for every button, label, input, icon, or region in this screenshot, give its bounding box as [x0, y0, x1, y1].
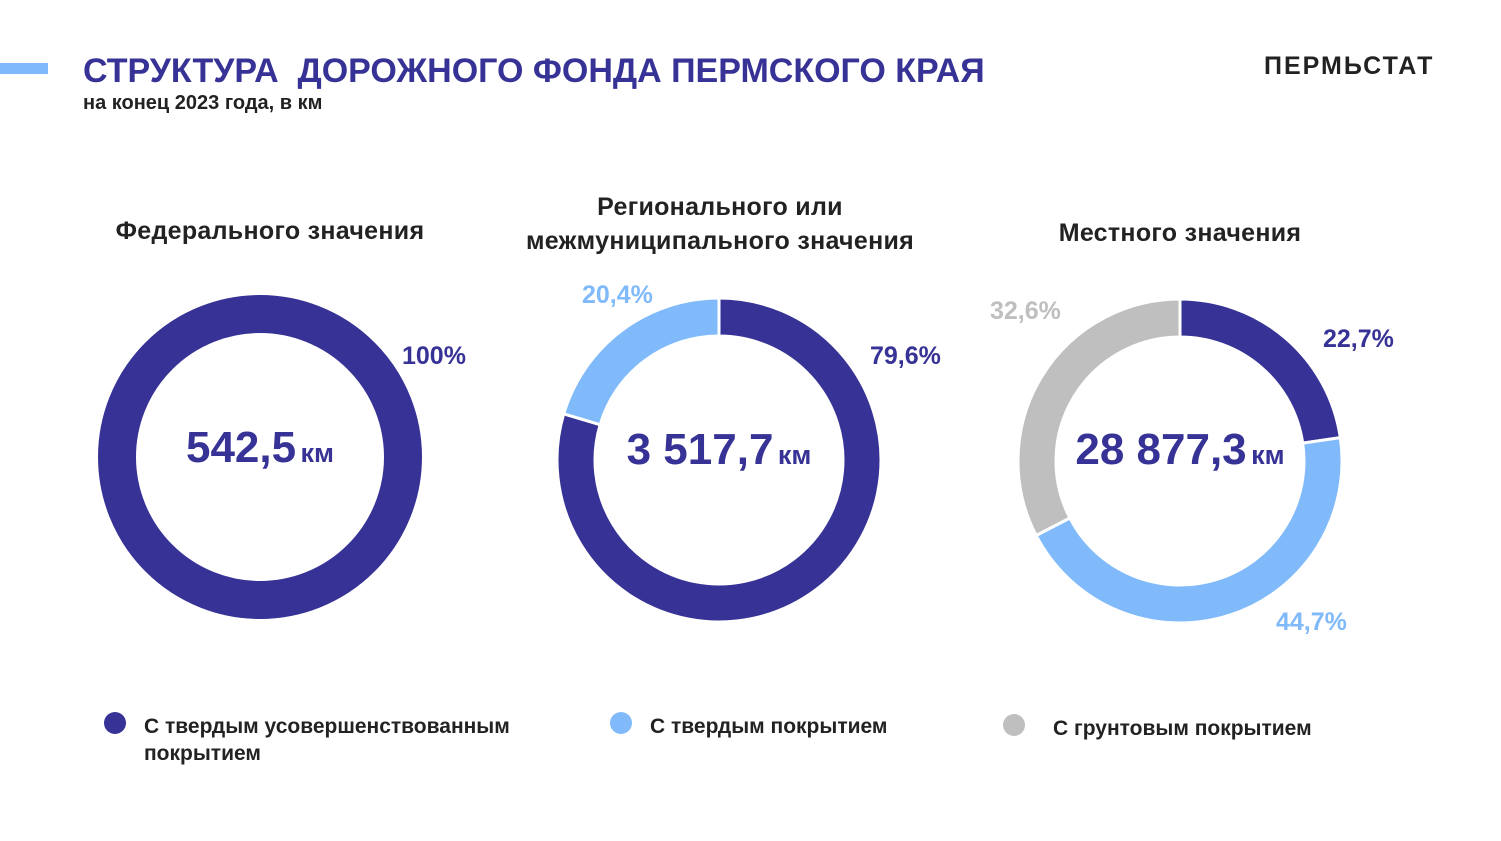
chart-title-federal: Федерального значения	[115, 217, 425, 245]
legend-dot-icon	[610, 712, 632, 734]
data-label: 22,7%	[1323, 325, 1394, 353]
legend-item-improved: С твердым усовершенствованным покрытием	[104, 712, 544, 767]
chart-title-local: Местного значения	[1058, 219, 1302, 247]
legend-label: С твердым покрытием	[650, 715, 888, 738]
legend-dot-icon	[104, 712, 126, 734]
legend-item-hard: С твердым покрытием	[610, 712, 888, 740]
legend-item-ground: С грунтовым покрытием	[1003, 714, 1312, 742]
donut-slice	[561, 296, 721, 427]
page-title: СТРУКТУРА ДОРОЖНОГО ФОНДА ПЕРМСКОГО КРАЯ	[83, 52, 985, 90]
chart-title-regional: Регионального или межмуниципального знач…	[525, 193, 915, 255]
legend-label: С грунтовым покрытием	[1053, 717, 1312, 740]
brand-logo: ПЕРМЬСТАТ	[1264, 52, 1435, 80]
data-label: 100%	[402, 342, 466, 370]
donut-slice	[1034, 435, 1344, 625]
donut-slice	[1178, 297, 1343, 445]
total-regional: 3 517,7 км	[626, 425, 812, 474]
legend-label: С твердым усовершенствованным покрытием	[144, 715, 510, 765]
data-label: 79,6%	[870, 342, 941, 370]
data-label: 20,4%	[582, 281, 653, 309]
data-label: 44,7%	[1276, 608, 1347, 636]
data-label: 32,6%	[990, 297, 1061, 325]
total-federal: 542,5 км	[185, 423, 335, 472]
page-subtitle: на конец 2023 года, в км	[83, 92, 323, 114]
donut-slice	[555, 296, 883, 624]
donut-slice	[98, 295, 422, 619]
total-local: 28 877,3 км	[1075, 425, 1285, 474]
accent-bar	[0, 63, 48, 74]
legend-dot-icon	[1003, 714, 1025, 736]
donut-slice	[1016, 297, 1182, 538]
